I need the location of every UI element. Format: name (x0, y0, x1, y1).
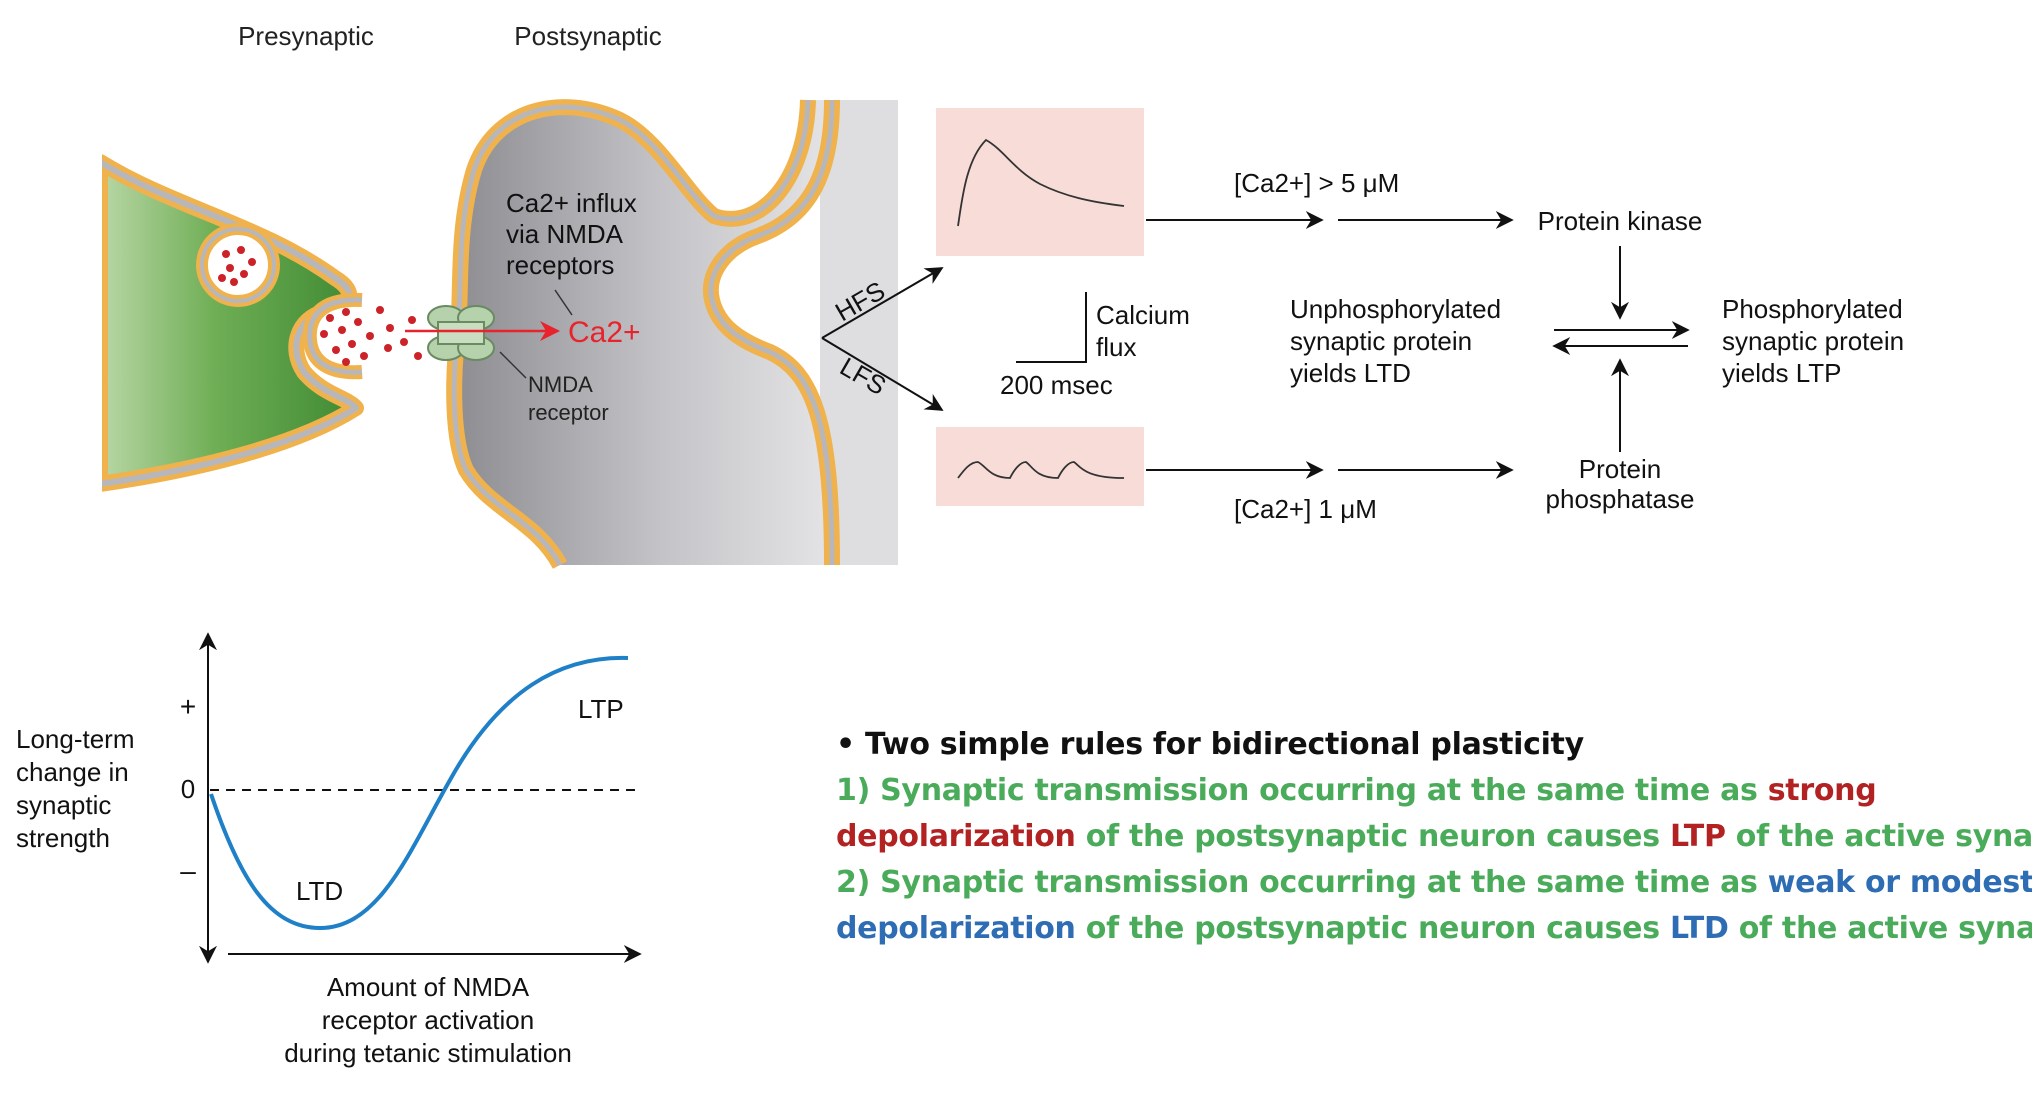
y-axis-label-line2: change in (16, 757, 129, 787)
bullet: • (836, 727, 855, 762)
y-axis-label-line3: synaptic (16, 790, 111, 820)
rule-2-text-f: of the active synapses (1738, 911, 2032, 946)
protein-kinase-label: Protein kinase (1538, 206, 1703, 236)
hfs-arrow (821, 267, 944, 339)
y-axis-label-line4: strength (16, 823, 110, 853)
synaptic-vesicle (196, 223, 280, 307)
protein-phosphatase-label-line1: Protein (1579, 454, 1661, 484)
nmda-label-line2: receptor (528, 400, 609, 425)
nmda-label-line1: NMDA (528, 372, 593, 397)
calcium-flux-label-line2: flux (1096, 332, 1136, 362)
fusing-vesicle (302, 292, 363, 380)
postsynaptic-label: Postsynaptic (514, 21, 661, 51)
phosphorylated-label-line1: Phosphorylated (1722, 294, 1903, 324)
phosphorylated-label-line3: yields LTP (1722, 358, 1841, 388)
influx-label-line3: receptors (506, 250, 614, 280)
rule-2-depolarization: depolarization (836, 911, 1076, 946)
rule-2-ltd: LTD (1669, 911, 1729, 946)
rule-2-line-1: 2) Synaptic transmission occurring at th… (836, 860, 2032, 906)
influx-label-line1: Ca2+ influx (506, 188, 637, 218)
y-axis-label-line1: Long-term (16, 724, 135, 754)
calcium-ion-label: Ca2+ (568, 316, 641, 349)
rule-2-text-d: of the postsynaptic neuron causes (1075, 911, 1670, 946)
scale-bar (1016, 292, 1087, 363)
plasticity-curve (209, 655, 629, 931)
nmda-pointer-line (499, 351, 527, 379)
influx-pointer-line (554, 289, 573, 316)
y-zero-label: 0 (181, 774, 195, 804)
x-axis-label-line3: during tetanic stimulation (284, 1038, 572, 1068)
rule-2-weak: weak or modest (1767, 865, 2032, 900)
rule-2-line-2: depolarization of the postsynaptic neuro… (836, 906, 2032, 952)
ltp-label: LTP (578, 694, 624, 724)
lfs-arrow (821, 337, 944, 411)
unphosphorylated-label-line3: yields LTD (1290, 358, 1411, 388)
rule-1-text-f: of the active synapses (1735, 819, 2032, 854)
rule-1-strong: strong (1767, 773, 1877, 808)
x-axis-label-line1: Amount of NMDA (327, 972, 530, 1002)
nmda-receptor (427, 305, 495, 361)
plasticity-graph: + 0 – LTD LTP Long-term change in synapt… (16, 632, 642, 1068)
rule-1-text-a: 1) Synaptic transmission occurring at th… (836, 773, 1768, 808)
rule-1-depolarization: depolarization (836, 819, 1076, 854)
scale-bar-label: 200 msec (1000, 370, 1113, 400)
unphosphorylated-label-line1: Unphosphorylated (1290, 294, 1501, 324)
unphosphorylated-label-line2: synaptic protein (1290, 326, 1472, 356)
hfs-calcium-trace (936, 108, 1144, 256)
rules-heading: • Two simple rules for bidirectional pla… (836, 722, 2026, 768)
rule-1-line-1: 1) Synaptic transmission occurring at th… (836, 768, 2026, 814)
presynaptic-label: Presynaptic (238, 21, 374, 51)
plasticity-rules: • Two simple rules for bidirectional pla… (836, 722, 2032, 952)
rule-2-text-a: 2) Synaptic transmission occurring at th… (836, 865, 1768, 900)
influx-label-line2: via NMDA (506, 219, 624, 249)
rules-heading-text: Two simple rules for bidirectional plast… (865, 727, 1584, 762)
phosphorylated-label-line2: synaptic protein (1722, 326, 1904, 356)
y-plus-label: + (180, 691, 196, 722)
high-calcium-label: [Ca2+] > 5 μM (1234, 168, 1399, 198)
x-axis-label-line2: receptor activation (322, 1005, 534, 1035)
y-minus-label: – (180, 855, 196, 886)
rule-1-line-2: depolarization of the postsynaptic neuro… (836, 814, 2032, 860)
calcium-flux-label-line1: Calcium (1096, 300, 1190, 330)
ltd-label: LTD (296, 876, 343, 906)
lfs-calcium-trace (936, 427, 1144, 506)
neurotransmitter-dots (320, 306, 422, 366)
rule-1-ltp: LTP (1669, 819, 1726, 854)
rule-1-text-d: of the postsynaptic neuron causes (1075, 819, 1670, 854)
low-calcium-label: [Ca2+] 1 μM (1234, 494, 1377, 524)
protein-phosphatase-label-line2: phosphatase (1546, 484, 1695, 514)
